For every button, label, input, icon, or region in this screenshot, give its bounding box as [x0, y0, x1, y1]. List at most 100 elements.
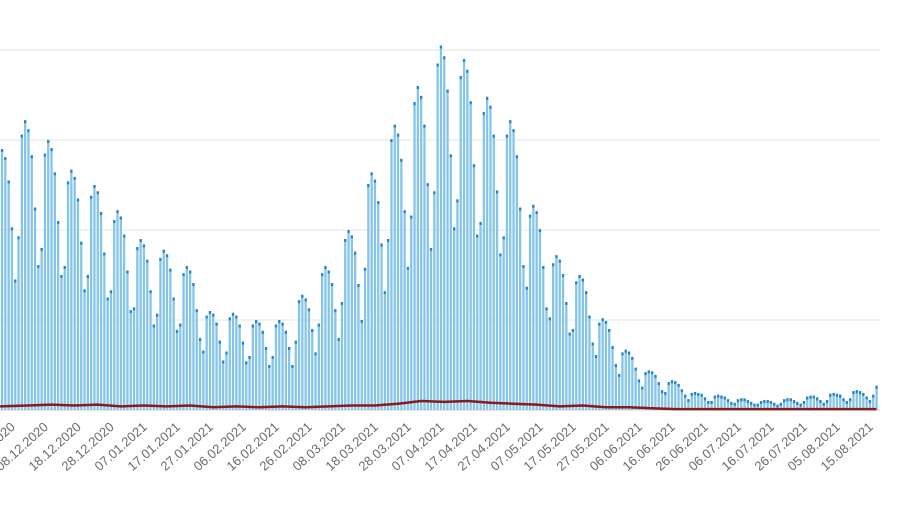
bar-cap — [27, 129, 30, 133]
bar-cap — [575, 281, 578, 285]
bar-cap — [416, 86, 419, 89]
bar-cap — [241, 341, 245, 345]
bar — [7, 180, 10, 410]
bar-cap — [558, 259, 561, 263]
bar-cap — [159, 257, 162, 261]
bar — [621, 352, 624, 410]
bar-cap — [786, 398, 789, 402]
bar — [806, 396, 809, 410]
bar-cap — [608, 329, 611, 332]
bar-cap — [845, 401, 848, 404]
bar-cap — [806, 396, 809, 400]
bar — [278, 320, 281, 410]
bar-cap — [740, 398, 743, 402]
bar — [162, 249, 165, 410]
bar — [367, 184, 370, 410]
bar-cap — [413, 102, 416, 106]
bar — [515, 155, 518, 410]
bar-cap — [162, 249, 165, 253]
bar — [571, 329, 575, 410]
bar — [245, 361, 248, 410]
bar-cap — [789, 398, 792, 402]
bar — [189, 270, 192, 410]
bar-cap — [109, 290, 113, 294]
bar — [363, 267, 367, 410]
bar-cap — [552, 263, 555, 267]
bar-cap — [403, 210, 406, 214]
bar — [264, 347, 268, 410]
bar-cap — [231, 312, 235, 316]
bar-cap — [717, 394, 720, 398]
bar — [456, 199, 459, 410]
bar — [660, 390, 664, 410]
bar — [301, 294, 304, 410]
bar-cap — [525, 286, 528, 290]
bar-cap — [624, 349, 627, 353]
bar — [522, 265, 525, 410]
bar — [96, 191, 99, 410]
bar — [43, 153, 47, 410]
bar — [799, 403, 802, 410]
bar — [789, 398, 792, 410]
bar-cap — [86, 275, 89, 278]
bar — [159, 257, 162, 410]
bar-cap — [693, 392, 697, 395]
bar-cap — [512, 129, 515, 133]
bar-cap — [436, 63, 439, 67]
bar — [674, 381, 677, 410]
bar — [717, 394, 720, 410]
bar-cap — [660, 390, 664, 394]
bar — [637, 379, 641, 410]
bar — [819, 400, 822, 410]
bar — [502, 236, 505, 410]
bar — [271, 356, 274, 410]
bar-cap — [631, 356, 634, 360]
bar-cap — [476, 234, 479, 238]
bar-cap — [466, 69, 469, 73]
bar-cap — [766, 400, 769, 404]
bar-cap — [47, 140, 50, 143]
bar-cap — [456, 199, 459, 203]
bar — [710, 401, 713, 410]
bar — [796, 401, 799, 410]
bar-cap — [390, 139, 393, 143]
bar-cap — [7, 180, 10, 184]
bar — [697, 392, 700, 410]
bar-cap — [340, 302, 344, 305]
bar-cap — [641, 386, 644, 390]
bar-cap — [406, 266, 410, 270]
bar-cap — [571, 329, 575, 332]
bar-cap — [350, 235, 353, 239]
bar-cap — [495, 190, 499, 194]
bar — [538, 229, 542, 410]
bar — [139, 239, 142, 410]
bar — [802, 401, 806, 410]
bar — [703, 397, 707, 410]
bar — [410, 215, 413, 410]
bar-cap — [723, 396, 726, 400]
bar — [512, 129, 515, 410]
bar-cap — [245, 361, 248, 365]
bar — [165, 254, 169, 410]
bar-cap — [792, 400, 796, 404]
bar-cap — [314, 352, 317, 356]
bar — [387, 239, 390, 410]
bar-cap — [515, 155, 518, 159]
bar — [350, 235, 353, 410]
bar — [317, 323, 320, 410]
bar — [680, 389, 683, 410]
bar — [552, 263, 555, 410]
bar-cap — [779, 402, 782, 406]
bar — [80, 241, 83, 410]
bar — [33, 207, 37, 410]
bar — [657, 382, 660, 410]
bar — [324, 266, 327, 410]
bar — [172, 297, 175, 410]
bar — [581, 278, 584, 410]
bar — [420, 95, 423, 411]
bar — [218, 340, 221, 410]
bar — [618, 374, 621, 410]
bar — [472, 164, 476, 410]
bar — [535, 211, 538, 410]
